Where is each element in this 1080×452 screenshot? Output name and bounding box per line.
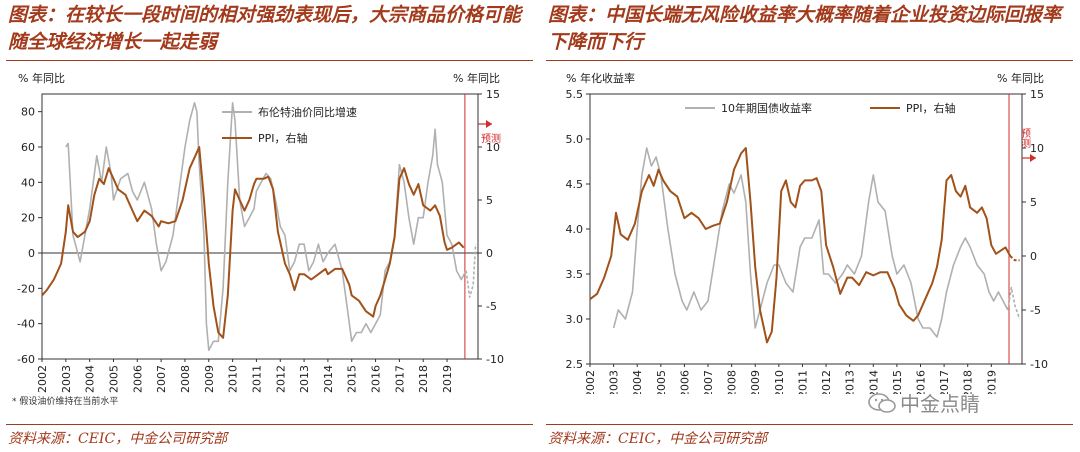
y-tick-label-right: -10 xyxy=(486,353,504,366)
forecast-label: 预测 xyxy=(481,132,501,145)
x-tick-label: 2017 xyxy=(938,370,951,394)
x-tick-label: 2007 xyxy=(702,370,715,394)
x-tick-label: 2010 xyxy=(227,365,240,393)
y-tick-label-right: 15 xyxy=(1030,88,1044,101)
title-rule-right xyxy=(546,60,1073,61)
series-line-1 xyxy=(589,147,1012,344)
y-tick-label-right: 15 xyxy=(486,88,500,101)
y-tick-label-left: 4.5 xyxy=(566,178,584,191)
y-tick-label-right: -5 xyxy=(1030,304,1041,317)
x-tick-label: 2003 xyxy=(60,365,73,393)
x-tick-label: 2019 xyxy=(441,365,454,393)
y-tick-label-left: 80 xyxy=(21,106,35,119)
series-line-0 xyxy=(612,147,1009,338)
x-tick-label: 2006 xyxy=(131,365,144,393)
series-line-forecast-2 xyxy=(1007,286,1021,320)
y-tick-label-left: 60 xyxy=(21,141,35,154)
x-tick-label: 2002 xyxy=(584,370,597,394)
plot-frame xyxy=(41,93,479,360)
x-tick-label: 2011 xyxy=(796,370,809,394)
y-axis-title-left: % 年同比 xyxy=(18,71,65,85)
chart-left: 80 60 40 20 0 -20 -40 -60 15 10 5 0 -5 -10 % 年同比 % 年同比 2… xyxy=(17,71,504,393)
y-tick-label-right: 10 xyxy=(1030,142,1044,155)
y-tick-label-left: 20 xyxy=(21,212,35,225)
x-tick-label: 2014 xyxy=(322,365,335,393)
x-tick-label: 2018 xyxy=(417,365,430,393)
x-tick-label: 2004 xyxy=(631,370,644,394)
y-tick-label-left: 5.5 xyxy=(566,88,584,101)
x-tick-label: 2016 xyxy=(370,365,383,393)
x-tick-label: 2004 xyxy=(84,365,97,393)
y-tick-label-right: 0 xyxy=(486,247,493,260)
y-tick-label-right: 5 xyxy=(1030,196,1037,209)
y-tick-label-left: 5.0 xyxy=(566,133,584,146)
x-tick-label: 2010 xyxy=(773,370,786,394)
plot-frame xyxy=(589,93,1023,365)
x-tick-label: 2009 xyxy=(203,365,216,393)
source-left: 资料来源：CEIC，中金公司研究部 xyxy=(8,431,228,447)
y-tick-label-left: 40 xyxy=(21,176,35,189)
chart-title-left: 图表：在较长一段时间的相对强劲表现后，大宗商品价格可能随全球经济增长一起走弱 xyxy=(8,4,522,53)
x-tick-label: 2002 xyxy=(36,365,49,393)
source-right: 资料来源：CEIC，中金公司研究部 xyxy=(548,431,768,447)
y-tick-label-left: 4.0 xyxy=(566,223,584,236)
y-tick-label-left: -60 xyxy=(17,353,35,366)
series-line-1 xyxy=(41,146,465,339)
y-tick-label-right: -10 xyxy=(1030,358,1048,371)
legend-label: PPI，右轴 xyxy=(258,131,308,145)
x-tick-label: 2012 xyxy=(274,365,287,393)
legend-label: 10年期国债收益率 xyxy=(721,101,812,115)
y-axis-title-left: % 年化收益率 xyxy=(566,71,635,85)
x-tick-label: 2005 xyxy=(655,370,668,394)
x-tick-label: 2007 xyxy=(155,365,168,393)
x-tick-label: 2011 xyxy=(250,365,263,393)
chart-title-right: 图表：中国长端无风险收益率大概率随着企业投资边际回报率下降而下行 xyxy=(548,4,1062,53)
forecast-label: 预测 xyxy=(1019,128,1031,149)
y-tick-label-left: -40 xyxy=(17,318,35,331)
x-tick-label: 2015 xyxy=(346,365,359,393)
y-tick-label-left: 3.5 xyxy=(566,268,584,281)
x-tick-label: 2008 xyxy=(726,370,739,394)
x-tick-label: 2018 xyxy=(962,370,975,394)
x-tick-label: 2016 xyxy=(914,370,927,394)
y-tick-label-right: -5 xyxy=(486,300,497,313)
y-tick-label-left: 3.0 xyxy=(566,313,584,326)
title-rule-left xyxy=(6,60,533,61)
wechat-icon xyxy=(868,393,896,413)
series-line-forecast-3 xyxy=(1009,255,1020,262)
forecast-arrow-head xyxy=(1030,154,1036,162)
watermark: 中金点睛 xyxy=(900,392,980,416)
x-tick-label: 2008 xyxy=(179,365,192,393)
y-tick-label-left: 2.5 xyxy=(566,358,584,371)
x-tick-label: 2003 xyxy=(608,370,621,394)
x-tick-label: 2017 xyxy=(393,365,406,393)
x-tick-label: 2006 xyxy=(678,370,691,394)
y-tick-label-left: -20 xyxy=(17,282,35,295)
legend-label: PPI，右轴 xyxy=(906,101,956,115)
legend-label: 布伦特油价同比增速 xyxy=(258,105,357,119)
x-tick-label: 2014 xyxy=(867,370,880,394)
y-tick-label-left: 0 xyxy=(28,247,35,260)
y-axis-title-right: % 年同比 xyxy=(997,71,1044,85)
panel-bond-ppi: 图表：中国长端无风险收益率大概率随着企业投资边际回报率下降而下行 5.5 5.0 4… xyxy=(540,0,1080,452)
y-axis-title-right: % 年同比 xyxy=(453,71,500,85)
source-rule-right xyxy=(546,424,1073,425)
assumption-note: * 假设油价维持在当前水平 xyxy=(12,397,119,407)
x-tick-label: 2005 xyxy=(107,365,120,393)
panel-commodity-ppi: 图表：在较长一段时间的相对强劲表现后，大宗商品价格可能随全球经济增长一起走弱 8… xyxy=(6,4,533,447)
x-tick-label: 2019 xyxy=(985,370,998,394)
y-tick-label-right: 5 xyxy=(486,194,493,207)
y-tick-label-right: 10 xyxy=(486,141,500,154)
source-rule-left xyxy=(6,424,533,425)
x-tick-label: 2013 xyxy=(844,370,857,394)
series-line-forecast-2 xyxy=(465,244,477,298)
x-tick-label: 2015 xyxy=(891,370,904,394)
y-tick-label-right: 0 xyxy=(1030,250,1037,263)
chart-right: 5.5 5.0 4.5 4.0 3.5 3.0 2.5 15 10 5 0 -5 -10 % 年化收益率%… xyxy=(566,71,1048,394)
x-tick-label: 2009 xyxy=(749,370,762,394)
forecast-arrow-head xyxy=(486,120,492,128)
x-tick-label: 2012 xyxy=(820,370,833,394)
x-tick-label: 2013 xyxy=(298,365,311,393)
